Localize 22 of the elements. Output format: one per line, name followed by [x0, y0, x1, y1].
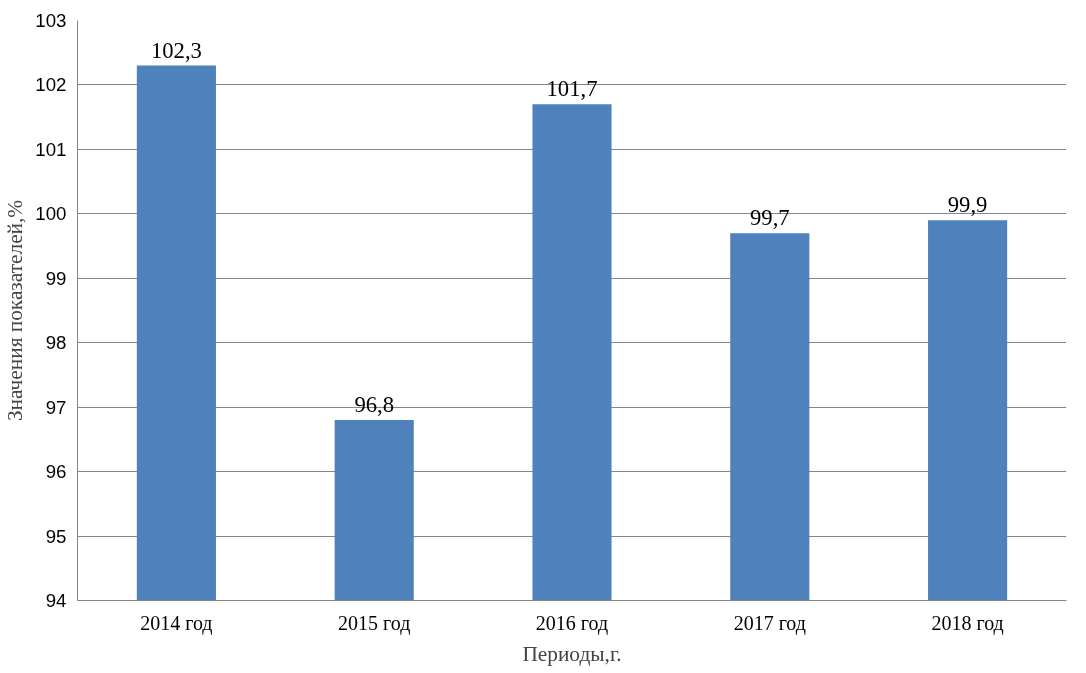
- x-tick-label: 2014 год: [140, 611, 213, 635]
- data-label: 102,3: [150, 37, 202, 63]
- data-label: 99,7: [749, 205, 790, 231]
- y-tick-label: 94: [45, 590, 67, 611]
- y-tick-label: 98: [45, 332, 67, 354]
- y-tick-label: 102: [35, 74, 67, 96]
- x-tick-label: 2015 год: [338, 611, 411, 635]
- y-tick-label: 100: [35, 203, 67, 225]
- x-axis-title: Периоды,г.: [522, 641, 622, 666]
- y-tick-label: 97: [45, 396, 67, 418]
- y-axis-title: Значения показателей,%: [3, 199, 28, 422]
- y-tick-label: 101: [35, 138, 67, 160]
- y-tick-label: 96: [45, 461, 67, 483]
- y-tick-label: 95: [45, 525, 67, 547]
- y-tick-label: 99: [45, 267, 67, 289]
- data-label: 96,8: [354, 392, 395, 418]
- x-tick-label: 2018 год: [931, 611, 1004, 635]
- x-tick-label: 2016 год: [535, 611, 609, 635]
- data-label: 101,7: [546, 76, 598, 102]
- data-label: 99,9: [947, 192, 988, 218]
- y-tick-label: 103: [35, 10, 67, 31]
- x-tick-label: 2017 год: [733, 611, 806, 635]
